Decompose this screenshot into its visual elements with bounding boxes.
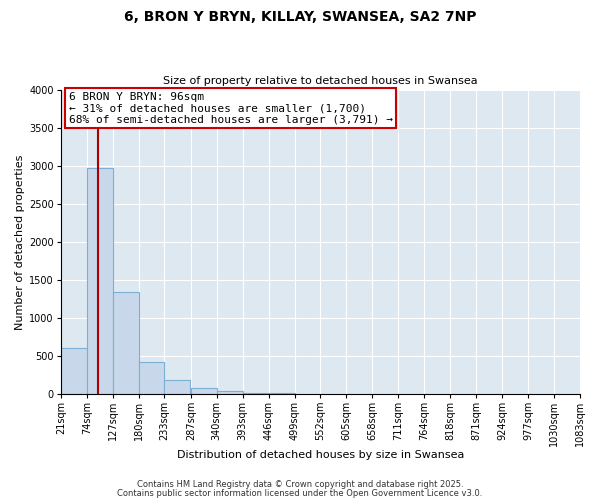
Text: 6 BRON Y BRYN: 96sqm
← 31% of detached houses are smaller (1,700)
68% of semi-de: 6 BRON Y BRYN: 96sqm ← 31% of detached h… bbox=[68, 92, 392, 125]
Bar bbox=[164, 380, 190, 394]
Bar bbox=[191, 388, 217, 394]
Text: Contains HM Land Registry data © Crown copyright and database right 2025.: Contains HM Land Registry data © Crown c… bbox=[137, 480, 463, 489]
Bar bbox=[217, 390, 243, 394]
X-axis label: Distribution of detached houses by size in Swansea: Distribution of detached houses by size … bbox=[177, 450, 464, 460]
Bar bbox=[243, 393, 269, 394]
Y-axis label: Number of detached properties: Number of detached properties bbox=[15, 154, 25, 330]
Bar bbox=[87, 168, 113, 394]
Bar bbox=[139, 362, 164, 394]
Text: Contains public sector information licensed under the Open Government Licence v3: Contains public sector information licen… bbox=[118, 488, 482, 498]
Bar bbox=[61, 348, 87, 394]
Bar bbox=[113, 292, 139, 394]
Title: Size of property relative to detached houses in Swansea: Size of property relative to detached ho… bbox=[163, 76, 478, 86]
Text: 6, BRON Y BRYN, KILLAY, SWANSEA, SA2 7NP: 6, BRON Y BRYN, KILLAY, SWANSEA, SA2 7NP bbox=[124, 10, 476, 24]
